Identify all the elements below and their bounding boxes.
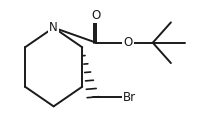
Text: Br: Br	[123, 91, 136, 104]
Text: N: N	[49, 21, 58, 34]
Text: O: O	[124, 36, 133, 49]
Text: O: O	[92, 9, 101, 22]
